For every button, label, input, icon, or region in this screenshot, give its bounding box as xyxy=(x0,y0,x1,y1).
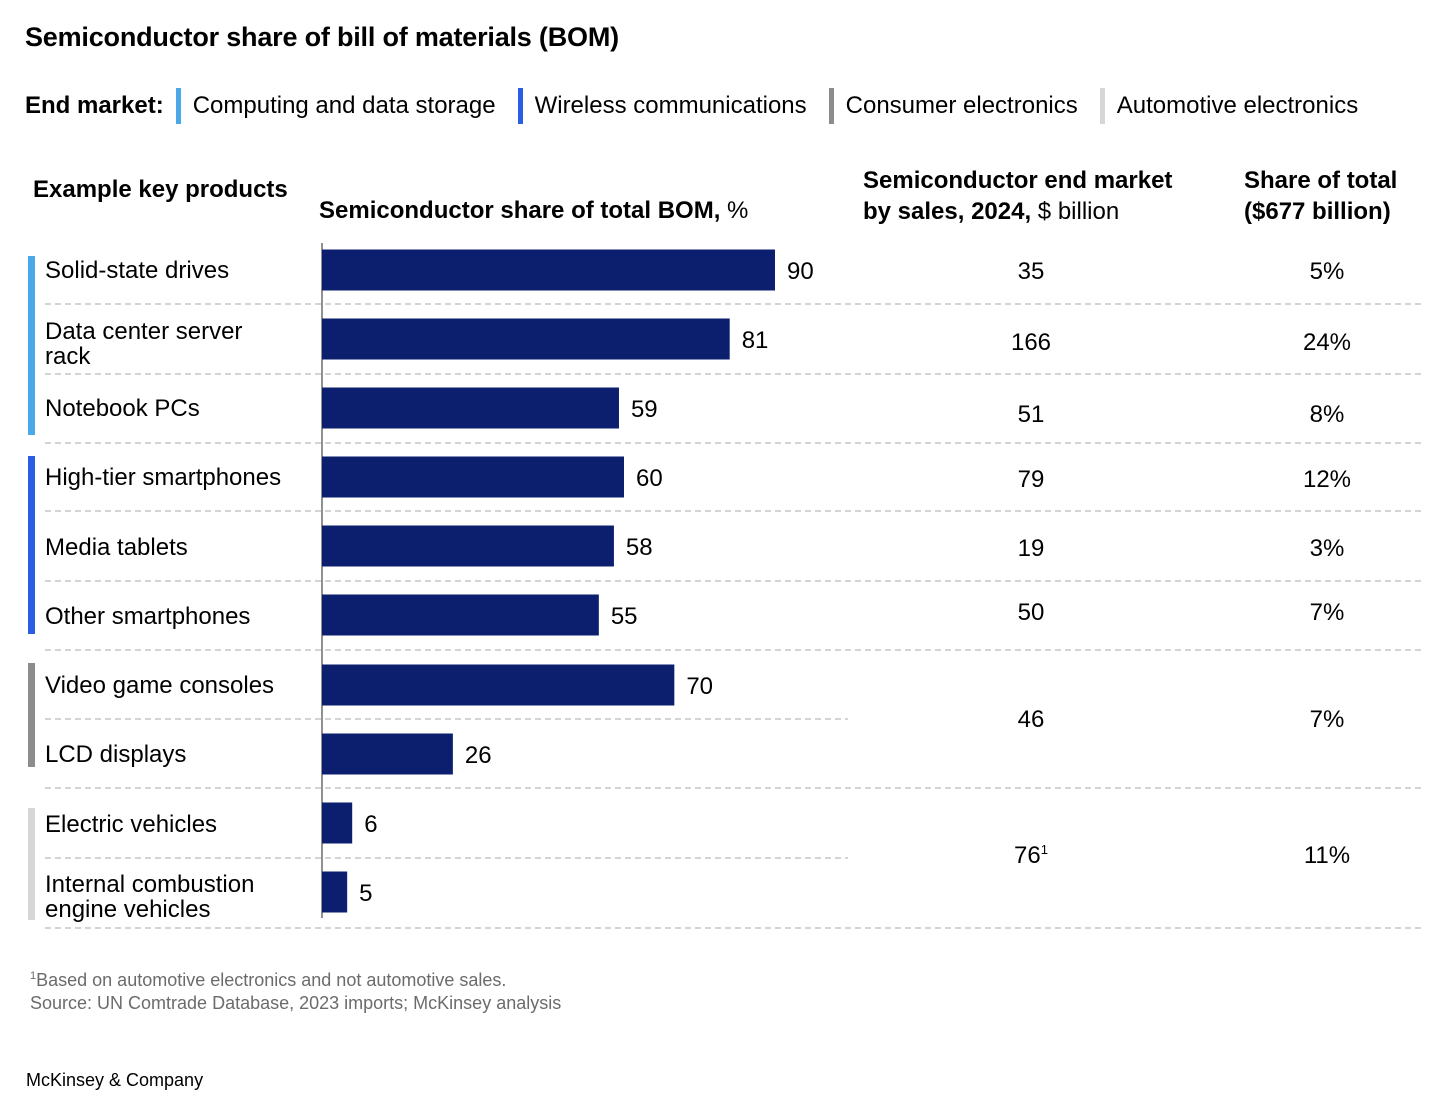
bar xyxy=(322,525,614,567)
market-share-cell: 3% xyxy=(1309,535,1345,562)
product-label: Internal combustion engine vehicles xyxy=(45,871,255,923)
source-note: Source: UN Comtrade Database, 2023 impor… xyxy=(30,993,562,1013)
market-sales-cell: 761 xyxy=(971,842,1091,870)
product-label: Data center server rack xyxy=(45,318,243,370)
product-label: Solid-state drives xyxy=(45,257,230,284)
header-share-line2: ($677 billion) xyxy=(1244,198,1391,225)
market-sales-cell: 46 xyxy=(1017,706,1045,733)
product-label: Notebook PCs xyxy=(45,395,200,422)
legend-item-automotive: Automotive electronics xyxy=(1099,88,1359,124)
market-share-cell: 12% xyxy=(1302,466,1352,493)
market-sales-value: 76 xyxy=(1014,842,1041,869)
header-share: Share of total ($677 billion) xyxy=(1244,165,1397,227)
market-share-cell: 8% xyxy=(1309,401,1345,428)
legend-swatch-wireless xyxy=(517,88,523,124)
bar xyxy=(322,802,353,844)
group-bracket-automotive xyxy=(28,808,35,920)
legend-swatch-consumer xyxy=(828,88,834,124)
bar xyxy=(322,387,619,429)
bar-value-label: 90 xyxy=(787,258,814,285)
header-bom-unit: % xyxy=(720,197,749,224)
bar-value-label: 70 xyxy=(686,673,713,700)
market-share-cell: 5% xyxy=(1309,258,1345,285)
market-share-cell: 11% xyxy=(1303,842,1351,869)
group-bracket-computing xyxy=(28,256,35,435)
header-share-line1: Share of total xyxy=(1244,167,1398,194)
bars xyxy=(322,249,775,913)
product-label: Other smartphones xyxy=(45,603,251,630)
bar-value-label: 81 xyxy=(742,327,769,354)
header-market-unit: $ billion xyxy=(1031,198,1120,225)
row-separators xyxy=(45,303,1425,929)
bar-value-label: 6 xyxy=(364,811,377,838)
footnote: 1Based on automotive electronics and not… xyxy=(30,970,506,991)
bar xyxy=(322,456,624,498)
bar-value-label: 60 xyxy=(636,465,663,492)
legend-lead: End market: xyxy=(25,92,164,119)
market-share-cell: 7% xyxy=(1309,706,1345,733)
footnote-marker: 1 xyxy=(1040,842,1048,857)
bar-value-label: 26 xyxy=(465,742,492,769)
market-sales-cell: 79 xyxy=(1017,466,1045,493)
bar-value-label: 58 xyxy=(626,534,653,561)
market-sales-cell: 50 xyxy=(1017,599,1045,626)
bar xyxy=(322,871,348,913)
bar xyxy=(322,249,775,291)
bar-value-label: 55 xyxy=(611,603,638,630)
bar-value-label: 5 xyxy=(359,880,372,907)
header-market: Semiconductor end market by sales, 2024,… xyxy=(863,165,1172,227)
legend-label-computing: Computing and data storage xyxy=(192,92,496,119)
legend-item-wireless: Wireless communications xyxy=(517,88,807,124)
footnote-mark: 1 xyxy=(30,970,37,982)
product-label: Electric vehicles xyxy=(45,811,218,838)
bar xyxy=(322,318,730,360)
legend-item-computing: Computing and data storage xyxy=(175,88,496,124)
product-label: LCD displays xyxy=(45,741,187,768)
bar xyxy=(322,594,599,636)
chart-title: Semiconductor share of bill of materials… xyxy=(25,22,619,52)
legend-item-consumer: Consumer electronics xyxy=(828,88,1078,124)
legend-label-automotive: Automotive electronics xyxy=(1116,92,1359,119)
legend: End market: Computing and data storage W… xyxy=(25,88,1380,124)
market-sales-cell: 166 xyxy=(1010,329,1052,356)
group-bracket-wireless xyxy=(28,456,35,634)
market-sales-cell: 19 xyxy=(1017,535,1045,562)
footnote-text: Based on automotive electronics and not … xyxy=(36,970,507,990)
bar xyxy=(322,733,453,775)
legend-label-wireless: Wireless communications xyxy=(534,92,807,119)
market-share-cell: 24% xyxy=(1302,329,1352,356)
header-products: Example key products xyxy=(33,176,288,203)
bar-value-labels: 90 81 59 60 58 55 70 26 6 5 xyxy=(359,258,814,907)
market-sales-cell: 51 xyxy=(1017,401,1045,428)
group-bracket-consumer xyxy=(28,663,35,767)
legend-swatch-automotive xyxy=(1099,88,1105,124)
market-share-cell: 7% xyxy=(1309,599,1345,626)
bar-value-label: 59 xyxy=(631,396,658,423)
header-market-line1: Semiconductor end market xyxy=(863,167,1173,194)
product-label: High-tier smartphones xyxy=(45,464,282,491)
bar xyxy=(322,664,675,706)
market-sales-cell: 35 xyxy=(1017,258,1045,285)
legend-swatch-computing xyxy=(175,88,181,124)
brand-logo-text: McKinsey & Company xyxy=(26,1070,204,1090)
product-label: Media tablets xyxy=(45,534,188,561)
header-market-title: by sales, 2024, xyxy=(863,198,1032,225)
header-market-line2: by sales, 2024, $ billion xyxy=(863,196,1172,227)
header-bom-title: Semiconductor share of total BOM, xyxy=(319,197,721,224)
legend-label-consumer: Consumer electronics xyxy=(845,92,1078,119)
product-label: Video game consoles xyxy=(45,672,275,699)
header-bom: Semiconductor share of total BOM, % xyxy=(319,195,748,226)
